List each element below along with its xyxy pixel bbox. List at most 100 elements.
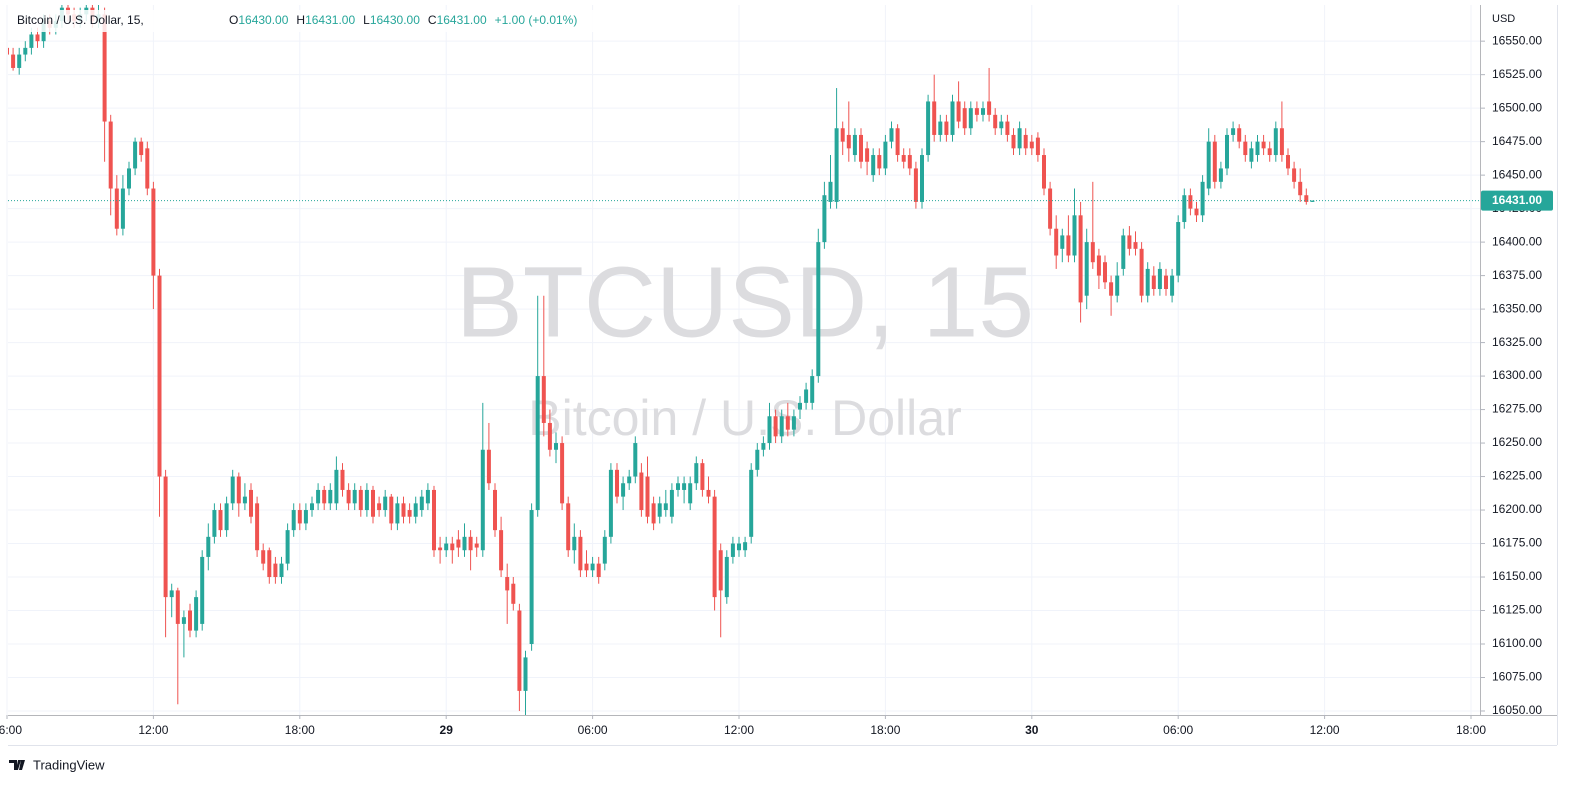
candle-body bbox=[1048, 188, 1053, 229]
candle-body bbox=[676, 483, 680, 490]
candle-body bbox=[279, 563, 284, 578]
candle-body bbox=[151, 188, 156, 276]
candle-body bbox=[1206, 141, 1211, 189]
candle-body bbox=[743, 542, 748, 551]
candle-body bbox=[822, 195, 827, 243]
candle-body bbox=[285, 530, 290, 564]
y-tick-label: 16300.00 bbox=[1492, 368, 1542, 382]
candle-body bbox=[987, 101, 992, 115]
x-tick-label: 12:00 bbox=[1310, 723, 1340, 737]
candle-body bbox=[999, 121, 1004, 129]
candle-body bbox=[981, 108, 985, 115]
y-tick-label: 16375.00 bbox=[1492, 268, 1542, 282]
currency-label: USD bbox=[1492, 13, 1515, 25]
candle-body bbox=[859, 134, 863, 162]
candle-body bbox=[371, 489, 375, 517]
candle-body bbox=[316, 489, 321, 504]
candle-body bbox=[450, 543, 455, 551]
y-tick-label: 16475.00 bbox=[1492, 134, 1542, 148]
ohlc-value: 16430.00 bbox=[370, 13, 420, 27]
candle-body bbox=[1304, 195, 1309, 202]
candle-body bbox=[1286, 155, 1290, 169]
candle-body bbox=[212, 510, 217, 537]
candle-body bbox=[712, 496, 717, 598]
candle-body bbox=[499, 530, 504, 571]
x-tick-label: 12:00 bbox=[724, 723, 754, 737]
y-tick-label: 16050.00 bbox=[1492, 703, 1542, 717]
y-tick-label: 16250.00 bbox=[1492, 435, 1542, 449]
candle-body bbox=[828, 181, 833, 202]
y-tick-label: 16325.00 bbox=[1492, 335, 1542, 349]
candle-body bbox=[1011, 134, 1016, 149]
candle-body bbox=[1054, 228, 1059, 256]
candle-body bbox=[846, 134, 851, 149]
candle-body bbox=[145, 148, 150, 189]
candle-body bbox=[852, 134, 857, 156]
candle-body bbox=[560, 443, 565, 504]
candle-body bbox=[645, 476, 650, 517]
candle-body bbox=[468, 536, 473, 551]
candle-body bbox=[944, 121, 949, 135]
x-tick-label: 18:00 bbox=[285, 723, 315, 737]
candle-body bbox=[895, 128, 900, 156]
candle-body bbox=[767, 416, 772, 444]
candle-body bbox=[1127, 235, 1132, 249]
brand-logo: TradingView bbox=[9, 757, 105, 772]
candle-body bbox=[181, 617, 186, 624]
candle-body bbox=[1072, 215, 1077, 256]
x-tick-label: 30 bbox=[1025, 723, 1039, 737]
candle-body bbox=[596, 563, 601, 578]
candle-body bbox=[1212, 141, 1217, 182]
candle-body bbox=[1157, 268, 1162, 289]
ohlc-value: 16430.00 bbox=[238, 13, 288, 27]
candle-body bbox=[328, 489, 333, 504]
candle-body bbox=[1176, 222, 1181, 276]
candle-body bbox=[322, 489, 327, 504]
candle-body bbox=[541, 376, 546, 423]
candle-body bbox=[639, 472, 644, 511]
candle-body bbox=[1066, 235, 1071, 256]
candle-body bbox=[480, 449, 485, 551]
candle-body bbox=[956, 101, 961, 122]
candle-body bbox=[901, 155, 906, 162]
y-tick-label: 16175.00 bbox=[1492, 536, 1542, 550]
candle-body bbox=[1078, 215, 1083, 303]
candle-body bbox=[682, 483, 687, 490]
candle-body bbox=[627, 476, 632, 484]
candle-body bbox=[798, 402, 802, 410]
candle-body bbox=[584, 563, 589, 571]
candle-body bbox=[810, 376, 815, 403]
candle-body bbox=[206, 536, 211, 557]
grid bbox=[6, 5, 1480, 715]
candle-body bbox=[1060, 235, 1065, 249]
ohlc-label: O bbox=[229, 13, 238, 27]
candle-body bbox=[261, 550, 266, 564]
candle-body bbox=[1109, 282, 1114, 296]
candle-body bbox=[169, 590, 174, 598]
candle-body bbox=[773, 416, 778, 437]
candle-body bbox=[950, 101, 955, 135]
x-tick-label: 06:00 bbox=[578, 723, 608, 737]
candle-body bbox=[761, 443, 766, 450]
candle-body bbox=[1255, 141, 1260, 156]
candle-body bbox=[242, 496, 247, 504]
candle-body bbox=[8, 47, 9, 55]
candle-body bbox=[1231, 128, 1236, 135]
candle-body bbox=[407, 510, 412, 517]
brand-icon bbox=[9, 760, 25, 770]
candle-body bbox=[926, 101, 931, 156]
candle-body bbox=[1121, 235, 1126, 269]
candle-body bbox=[779, 416, 784, 437]
candle-body bbox=[273, 563, 278, 578]
candle-body bbox=[730, 543, 735, 557]
candle-body bbox=[255, 503, 260, 551]
candle-body bbox=[1164, 275, 1168, 289]
candle-body bbox=[1218, 168, 1223, 182]
candle-body bbox=[1084, 242, 1089, 296]
y-tick-label: 16400.00 bbox=[1492, 234, 1542, 248]
x-tick-label: 29 bbox=[440, 723, 454, 737]
candle-body bbox=[1133, 242, 1138, 249]
candle-body bbox=[535, 376, 540, 511]
candle-body bbox=[1292, 168, 1297, 182]
